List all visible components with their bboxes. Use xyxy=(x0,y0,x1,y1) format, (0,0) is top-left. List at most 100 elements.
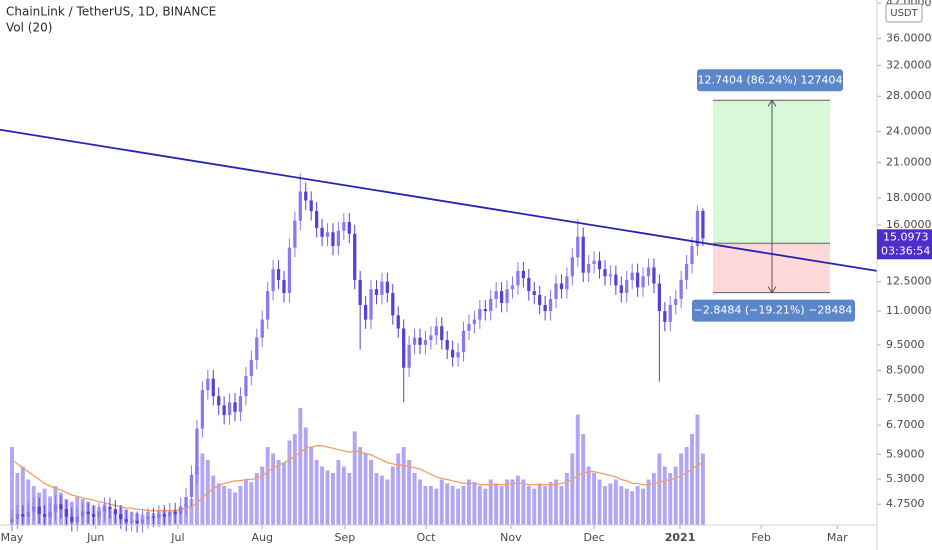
candle-body xyxy=(456,352,460,358)
volume-bar xyxy=(603,486,607,525)
candle-body xyxy=(249,359,253,376)
volume-bar xyxy=(472,482,477,525)
x-tick-label: 2021 xyxy=(665,531,696,544)
volume-bar xyxy=(510,479,515,525)
x-tick-label: Mar xyxy=(827,531,848,544)
volume-bar xyxy=(662,466,667,525)
y-tick-label: 5.3000 xyxy=(886,472,925,485)
candle-body xyxy=(140,519,145,523)
candle-body xyxy=(70,516,74,522)
candle-body xyxy=(206,378,210,391)
volume-bar xyxy=(559,486,564,525)
candle-body xyxy=(21,514,25,517)
candle-body xyxy=(548,298,553,312)
candle-body xyxy=(15,514,20,520)
volume-bar xyxy=(194,466,199,525)
currency-label[interactable]: USDT xyxy=(890,8,918,19)
stop-label: −2.8484 (−19.21%) −28484 xyxy=(694,304,853,317)
candle-body xyxy=(527,278,531,292)
volume-bar xyxy=(526,486,531,525)
candle-body xyxy=(576,236,580,258)
volume-bar xyxy=(483,488,488,525)
volume-bar xyxy=(330,473,335,525)
candle-body xyxy=(440,326,444,341)
candle-body xyxy=(690,246,694,265)
volume-bar xyxy=(456,488,461,525)
candle-body xyxy=(113,509,117,515)
volume-bar xyxy=(423,486,428,525)
candle-body xyxy=(108,506,112,510)
candle-body xyxy=(271,269,275,292)
candle-body xyxy=(227,402,232,416)
y-tick-label: 32.0000 xyxy=(886,59,932,72)
target-arrowhead xyxy=(767,99,777,107)
candle-body xyxy=(363,304,368,320)
volume-bar xyxy=(630,491,635,525)
candle-body xyxy=(668,304,672,322)
volume-bar xyxy=(243,479,248,525)
volume-bar xyxy=(287,440,292,525)
candle-body xyxy=(173,511,177,515)
candle-body xyxy=(391,293,395,316)
candle-body xyxy=(233,402,237,412)
volume-bar xyxy=(608,483,613,525)
candle-body xyxy=(510,285,515,290)
volume-bar xyxy=(505,479,510,525)
target-label-box xyxy=(697,69,843,92)
y-tick-label: 5.9000 xyxy=(886,447,925,460)
chart-title: ChainLink / TetherUS, 1D, BINANCE xyxy=(6,5,216,19)
candle-body xyxy=(10,519,14,522)
volume-bar xyxy=(260,466,265,525)
candle-body xyxy=(499,291,504,303)
volume-bar xyxy=(407,460,412,525)
volume-bar xyxy=(292,434,297,525)
candle-body xyxy=(489,298,493,312)
volume-bar xyxy=(418,479,422,525)
volume-bar xyxy=(690,434,694,525)
stop-label-box xyxy=(692,299,855,322)
volume-bar xyxy=(238,486,243,525)
candle-body xyxy=(407,344,411,368)
candle-body xyxy=(37,506,41,515)
candle-body xyxy=(570,257,574,277)
candle-body xyxy=(353,233,357,280)
candle-body xyxy=(614,274,618,286)
last-price-label: 15.0973 xyxy=(883,230,929,243)
candle-body xyxy=(32,506,36,512)
volume-bar xyxy=(320,466,325,525)
countdown-label: 03:36:54 xyxy=(881,244,930,257)
volume-bar xyxy=(581,434,586,525)
candle-body xyxy=(222,405,226,416)
currency-box[interactable] xyxy=(885,3,923,23)
candle-body xyxy=(358,279,362,305)
volume-bar xyxy=(363,453,368,525)
candle-body xyxy=(189,474,194,498)
volume-bar xyxy=(554,479,558,525)
volume-bar xyxy=(341,466,346,525)
volume-bar xyxy=(385,479,390,525)
candle-body xyxy=(75,516,79,522)
volume-bar xyxy=(477,486,482,525)
candle-body xyxy=(603,269,607,277)
volume-bar xyxy=(254,473,259,525)
x-tick-label: May xyxy=(1,531,24,544)
volume-bar xyxy=(282,462,286,525)
x-tick-label: Jun xyxy=(86,531,104,544)
candle-body xyxy=(652,267,656,284)
volume-bar xyxy=(619,486,624,525)
volume-ma-line xyxy=(11,445,704,512)
candle-body xyxy=(146,516,150,520)
volume-bar xyxy=(467,479,471,525)
candle-body xyxy=(102,506,107,512)
candle-body xyxy=(168,511,172,517)
y-tick-label: 28.0000 xyxy=(886,89,932,102)
candle-body xyxy=(608,274,613,277)
volume-bar xyxy=(515,475,520,525)
volume-bar xyxy=(668,473,673,525)
stop-arrowhead xyxy=(767,286,777,294)
candle-body xyxy=(478,309,482,320)
volume-bar xyxy=(396,453,401,525)
volume-bar xyxy=(298,408,303,525)
candle-body xyxy=(282,279,286,294)
candle-body xyxy=(178,506,183,515)
